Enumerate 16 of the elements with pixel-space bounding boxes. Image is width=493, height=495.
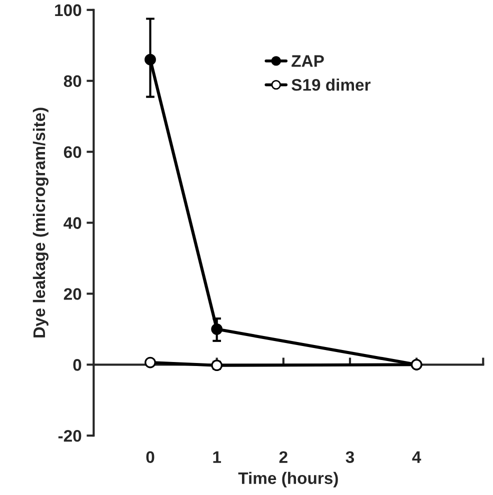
x-tick-label: 2 [279,451,288,463]
x-axis-title: Time (hours) [238,472,338,488]
y-axis-title: Dye leakage (microgram/site) [32,108,49,338]
y-tick-label: 80 [64,75,82,88]
legend-label: S19 dimer [292,78,371,91]
y-tick-label: 20 [64,288,82,300]
y-tick-label: 0 [73,359,82,371]
y-tick-label: 100 [55,4,82,16]
y-tick-label: -20 [58,430,82,442]
y-tick-label: 60 [64,146,82,158]
y-tick-label: 40 [64,217,82,229]
x-tick-label: 3 [346,451,354,464]
x-tick-label: 0 [146,451,154,464]
x-tick-label: 1 [213,451,222,463]
legend-label: ZAP [292,55,324,67]
x-tick-label: 4 [412,451,422,463]
